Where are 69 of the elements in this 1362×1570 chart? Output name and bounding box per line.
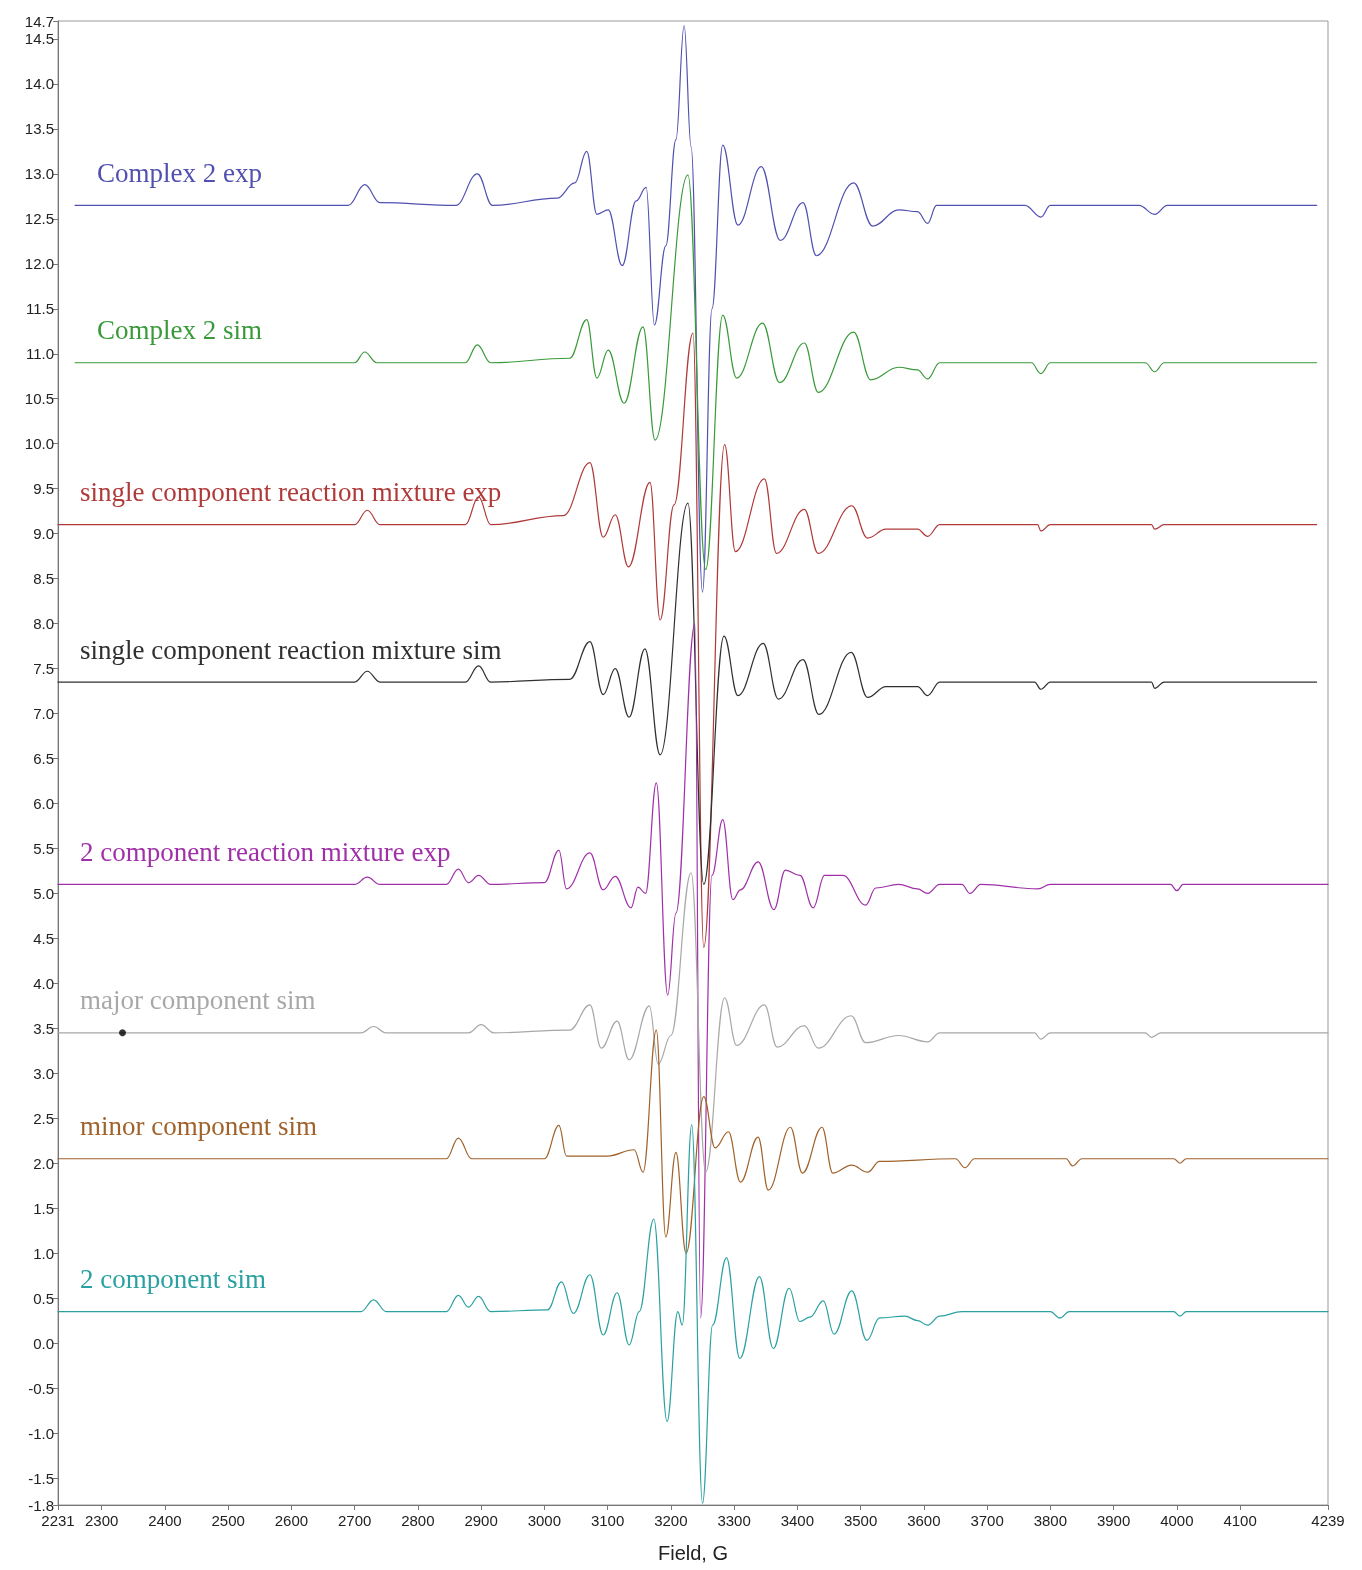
x-tick-label: 3600 (907, 1512, 941, 1529)
y-tick-label: 14.0 (24, 75, 54, 93)
x-tick-label: 3000 (527, 1512, 562, 1529)
y-tick-label: 10.0 (24, 435, 54, 453)
y-tick-label: 4.0 (33, 974, 54, 992)
y-tick-label: -1.0 (28, 1424, 54, 1442)
y-tick-label: 11.0 (25, 345, 54, 363)
y-tick-label: -1.8 (28, 1496, 54, 1514)
line-series (74, 24, 1318, 593)
y-tick-label: 5.0 (33, 884, 54, 902)
y-tick-label: 6.0 (33, 794, 54, 812)
x-tick-label: 2300 (84, 1512, 119, 1529)
x-tick-label: 3900 (1096, 1512, 1131, 1529)
y-tick-label: 10.5 (24, 390, 54, 408)
x-tick-label: 2231 (41, 1512, 75, 1529)
y-tick-label: -0.5 (28, 1379, 54, 1397)
x-tick-label: 2700 (337, 1512, 372, 1529)
series-label: Complex 2 sim (97, 315, 263, 346)
series-label: minor component sim (80, 1111, 317, 1142)
y-tick-label: 12.5 (24, 210, 54, 228)
x-tick-label: 2600 (274, 1512, 309, 1529)
y-tick-label: 6.5 (33, 750, 54, 767)
y-tick-label: 11.5 (25, 300, 54, 318)
x-axis-title: Field, G (657, 1542, 729, 1564)
y-tick-label: 5.5 (33, 839, 54, 857)
x-tick-label: 4000 (1160, 1512, 1194, 1529)
y-tick-label: 12.0 (24, 255, 54, 273)
y-tick-label: 7.0 (33, 705, 54, 723)
y-tick-label: 8.0 (33, 615, 54, 633)
series-label: single component reaction mixture sim (80, 634, 502, 665)
line-series (57, 1029, 1329, 1254)
y-tick-label: -1.5 (28, 1469, 54, 1487)
y-tick-label: 14.5 (24, 30, 54, 48)
y-tick-label: 4.5 (33, 929, 54, 947)
x-tick-label: 4239 (1311, 1512, 1345, 1529)
y-tick-label: 9.5 (33, 480, 54, 498)
series-label: 2 component reaction mixture exp (80, 836, 451, 867)
y-tick-label: 14.7 (24, 12, 54, 30)
y-tick-label: 2.0 (33, 1154, 54, 1172)
y-tick-label: 9.0 (33, 525, 54, 543)
y-tick-label: 8.5 (33, 570, 54, 588)
x-tick-label: 3300 (717, 1512, 751, 1529)
x-tick-label: 2500 (211, 1512, 245, 1529)
y-tick-label: 1.5 (33, 1199, 54, 1217)
series-label: major component sim (80, 985, 316, 1016)
y-tick-label: 13.5 (24, 120, 54, 138)
line-series (57, 622, 1329, 1319)
y-tick-label: 2.5 (33, 1109, 54, 1127)
y-tick-label: 0.0 (33, 1334, 54, 1352)
x-tick-label: 2400 (148, 1512, 182, 1529)
x-tick-label: 3200 (654, 1512, 688, 1529)
series-label: Complex 2 exp (97, 157, 263, 188)
y-tick-label: 13.0 (24, 165, 54, 183)
y-tick-label: 1.0 (33, 1244, 54, 1262)
series-label: single component reaction mixture exp (80, 477, 502, 508)
x-tick-label: 4100 (1223, 1512, 1257, 1529)
x-tick-label: 3100 (590, 1512, 625, 1529)
line-series (57, 872, 1329, 1173)
y-tick-label: 3.0 (33, 1064, 54, 1082)
y-tick-label: 7.5 (33, 660, 54, 678)
x-tick-label: 3400 (780, 1512, 815, 1529)
y-tick-label: 3.5 (33, 1019, 54, 1037)
x-tick-label: 2800 (401, 1512, 435, 1529)
series-label: 2 component sim (80, 1264, 266, 1295)
x-tick-label: 3800 (1033, 1512, 1068, 1529)
x-tick-label: 3500 (843, 1512, 878, 1529)
y-tick-label: 0.5 (33, 1289, 54, 1307)
x-tick-label: 2900 (464, 1512, 498, 1529)
x-tick-label: 3700 (970, 1512, 1004, 1529)
